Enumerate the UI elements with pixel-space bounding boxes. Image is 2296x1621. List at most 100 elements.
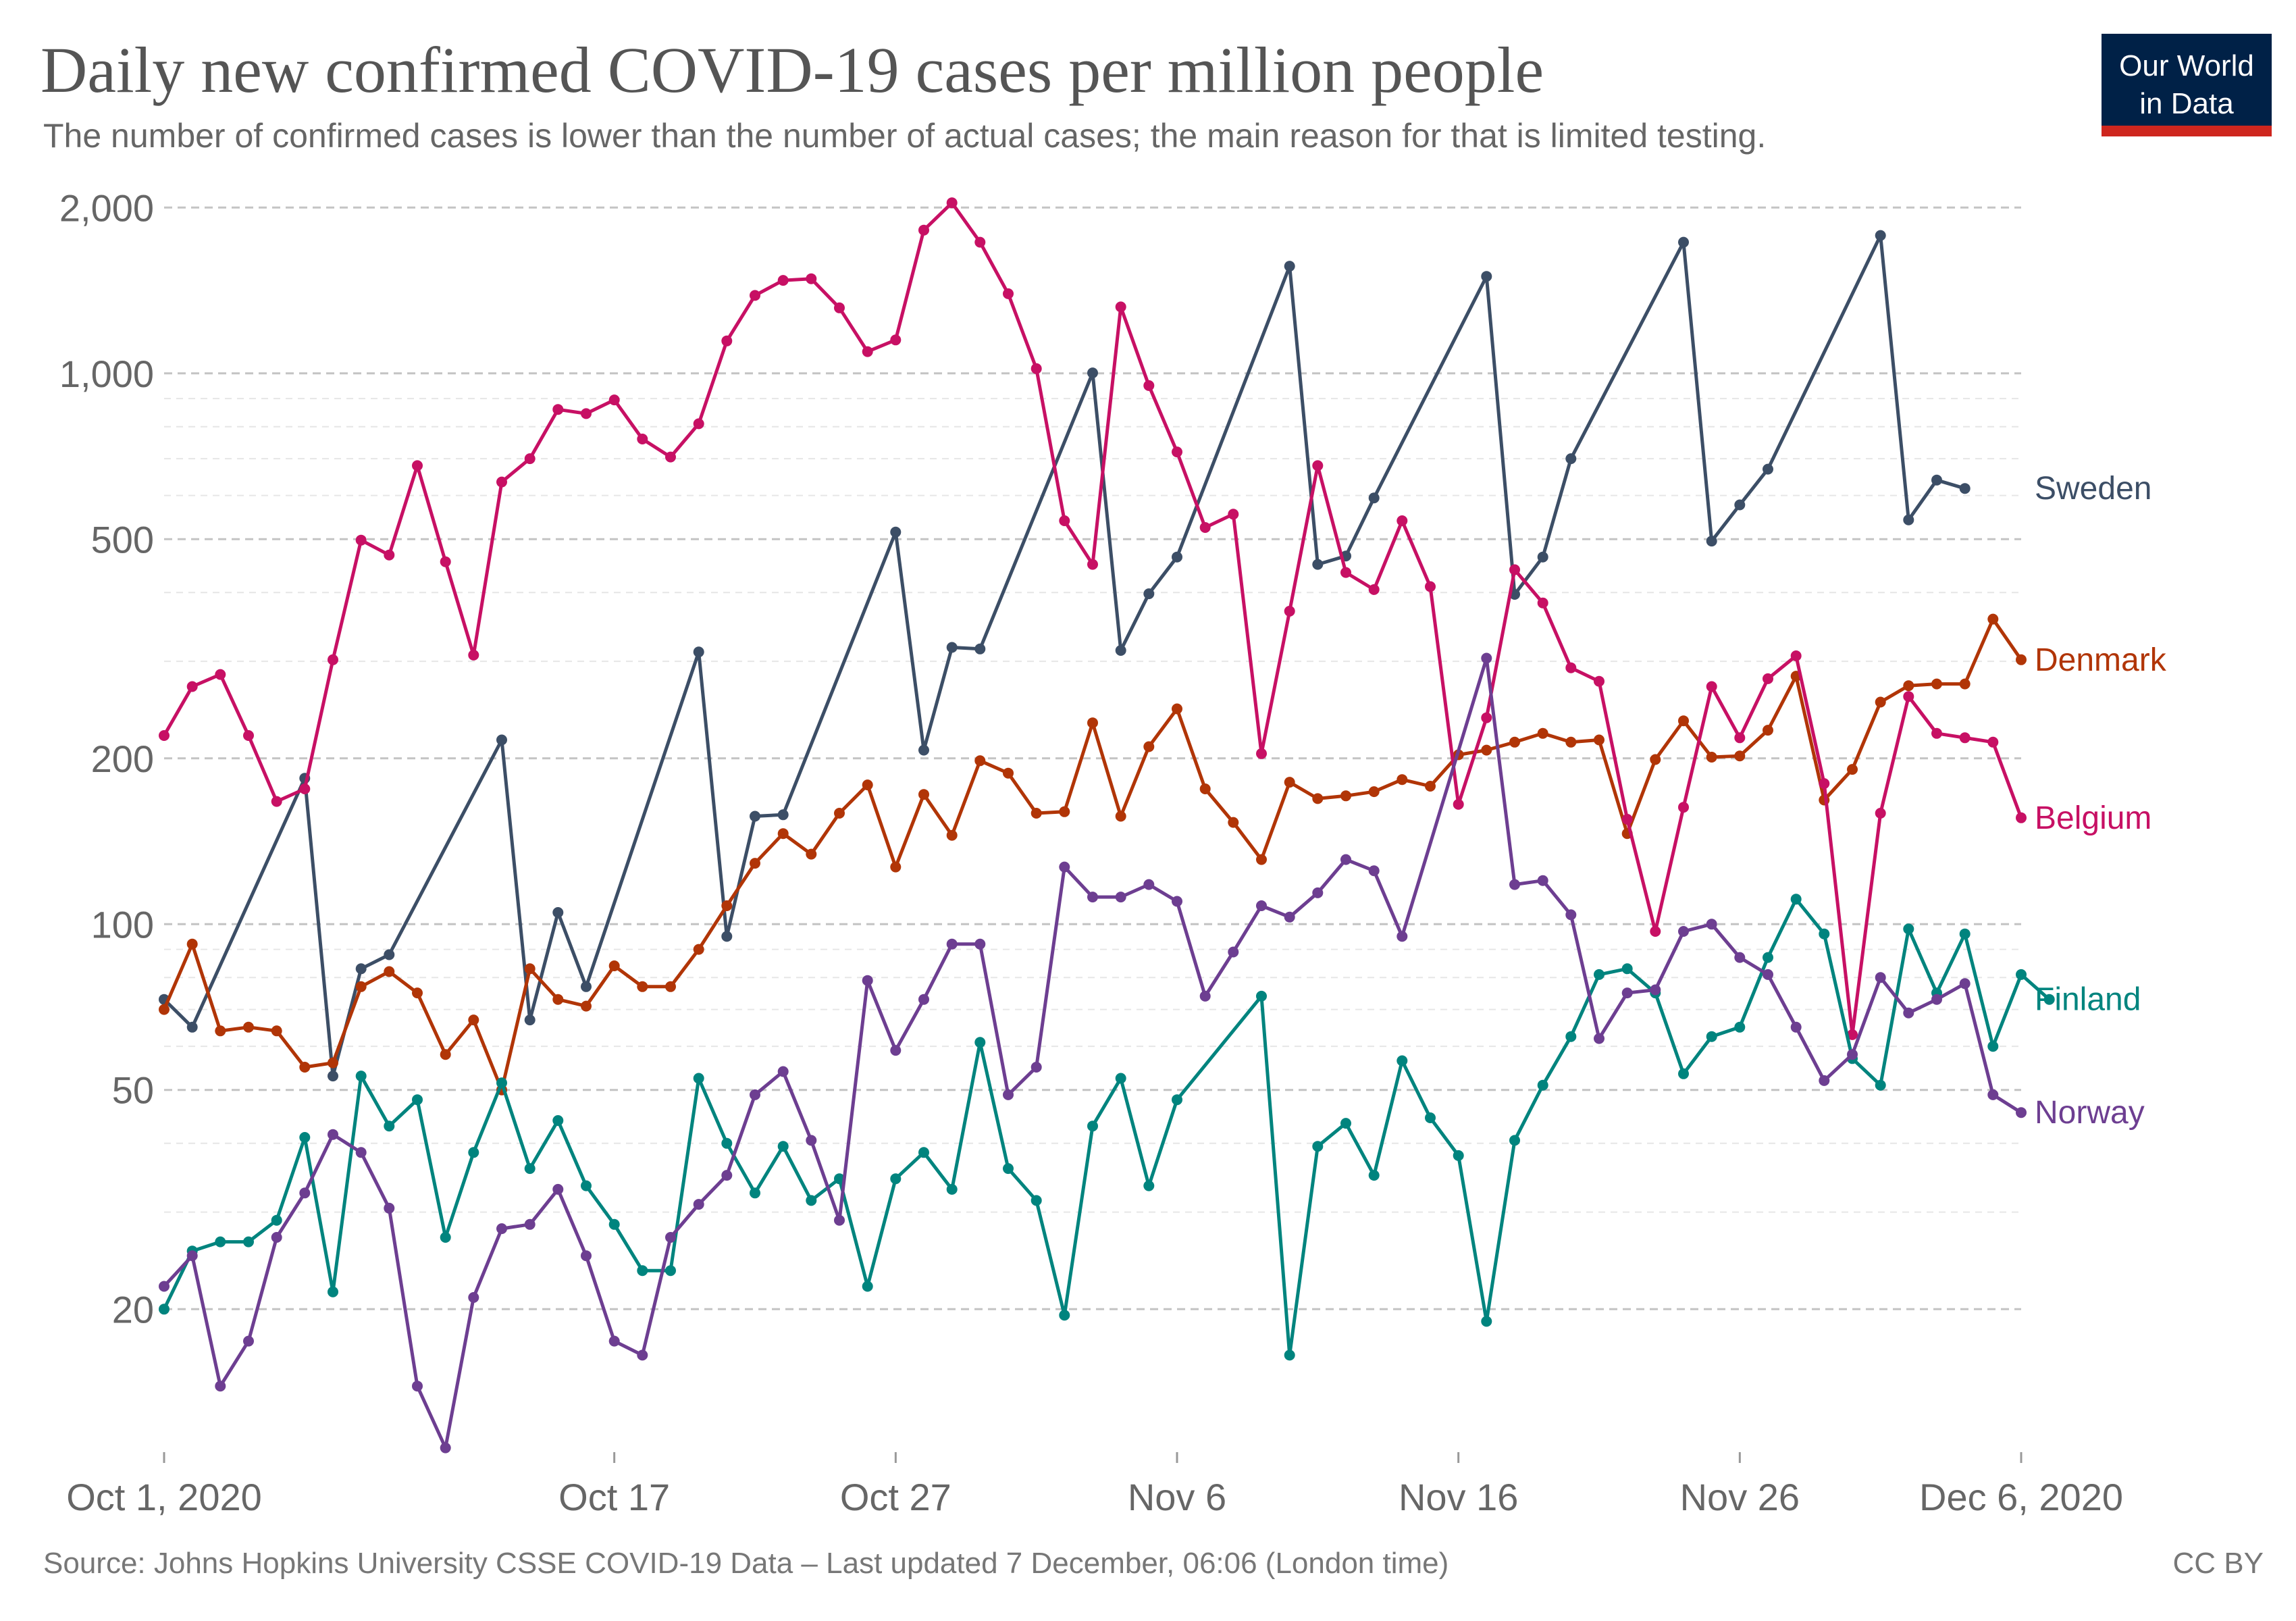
- belgium-point: [1875, 808, 1886, 819]
- norway-point: [834, 1214, 845, 1226]
- denmark-point: [1959, 678, 1971, 690]
- norway-point: [468, 1292, 479, 1303]
- denmark-point: [1931, 678, 1942, 690]
- source-note: Source: Johns Hopkins University CSSE CO…: [43, 1547, 1449, 1580]
- series-belgium: [159, 197, 2027, 1040]
- y-tick-label: 2,000: [59, 186, 154, 229]
- norway-point: [806, 1135, 817, 1146]
- finland-point: [834, 1173, 845, 1185]
- denmark-point: [1228, 817, 1239, 828]
- denmark-point: [159, 1004, 169, 1015]
- y-tick-label: 50: [112, 1069, 154, 1112]
- denmark-point: [1256, 854, 1267, 865]
- denmark-point: [1284, 777, 1295, 788]
- y-tick-label: 1,000: [59, 353, 154, 395]
- x-tick-label: Nov 26: [1680, 1476, 1800, 1518]
- finland-point: [1059, 1310, 1070, 1321]
- license-link[interactable]: CC BY: [2172, 1547, 2264, 1580]
- finland-point: [777, 1141, 789, 1152]
- denmark-point: [299, 1062, 311, 1073]
- label-norway: Norway: [2035, 1095, 2145, 1131]
- denmark-point: [271, 1025, 282, 1037]
- denmark-point: [1143, 741, 1155, 752]
- denmark-point: [412, 987, 423, 999]
- finland-point: [665, 1265, 676, 1277]
- belgium-point: [1453, 798, 1464, 810]
- chart-title: Daily new confirmed COVID-19 cases per m…: [41, 34, 1544, 106]
- norway-point: [1650, 984, 1661, 996]
- denmark-point: [1368, 786, 1380, 798]
- belgium-point: [665, 451, 676, 463]
- denmark-point: [468, 1014, 479, 1026]
- norway-point: [524, 1218, 536, 1230]
- norway-point: [1312, 887, 1324, 898]
- finland-point: [1284, 1349, 1295, 1361]
- denmark-point: [1565, 736, 1577, 748]
- owid-logo[interactable]: Our World in Data: [2102, 34, 2272, 136]
- norway-point: [1228, 946, 1239, 958]
- belgium-point: [1143, 380, 1155, 391]
- belgium-point: [355, 534, 367, 546]
- belgium-point: [1621, 814, 1633, 825]
- denmark-point: [1481, 744, 1492, 756]
- denmark-point: [1340, 790, 1351, 802]
- norway-point: [637, 1349, 648, 1361]
- finland-point: [243, 1236, 254, 1247]
- finland-point: [1565, 1031, 1577, 1042]
- norway-point: [581, 1250, 592, 1262]
- logo-line-1: Our World: [2119, 49, 2254, 82]
- finland-point: [1763, 952, 1773, 963]
- norway-point: [1481, 652, 1492, 664]
- sweden-point: [1312, 559, 1324, 570]
- finland-point: [1819, 928, 1830, 940]
- norway-point: [750, 1089, 760, 1100]
- finland-point: [215, 1236, 226, 1247]
- norway-point: [1678, 926, 1689, 937]
- belgium-point: [834, 302, 845, 313]
- finland-point: [1734, 1021, 1746, 1033]
- belgium-point: [750, 290, 760, 301]
- belgium-point: [1256, 748, 1267, 759]
- finland-point: [1115, 1073, 1126, 1084]
- belgium-point: [1537, 597, 1548, 609]
- belgium-point: [1172, 446, 1182, 458]
- sweden-point: [974, 643, 986, 654]
- denmark-point: [862, 779, 873, 791]
- belgium-point: [637, 434, 648, 444]
- belgium-point: [974, 236, 986, 248]
- finland-point: [355, 1071, 367, 1082]
- norway-point: [1059, 861, 1070, 873]
- denmark-point: [974, 755, 986, 767]
- label-finland: Finland: [2035, 982, 2141, 1018]
- norway-point: [1172, 896, 1182, 907]
- belgium-point: [2016, 812, 2027, 823]
- finland-point: [299, 1132, 311, 1143]
- chart-subtitle: The number of confirmed cases is lower t…: [43, 117, 1767, 155]
- denmark-point: [1172, 703, 1182, 715]
- denmark-point: [440, 1049, 451, 1060]
- norway-point: [1087, 892, 1098, 903]
- belgium-point: [1594, 675, 1604, 687]
- sweden-point: [384, 949, 395, 960]
- belgium-point: [1284, 605, 1295, 617]
- sweden-point: [1537, 551, 1548, 563]
- belgium-point: [1312, 460, 1324, 471]
- finland-point: [1256, 990, 1267, 1002]
- sweden-point: [1678, 236, 1689, 248]
- norway-point: [1734, 952, 1746, 963]
- denmark-point: [1087, 717, 1098, 729]
- denmark-point: [1763, 725, 1773, 736]
- belgium-point: [1790, 650, 1802, 661]
- finland-point: [468, 1147, 479, 1158]
- denmark-point: [1875, 696, 1886, 708]
- sweden-point: [693, 646, 704, 658]
- denmark-point: [608, 960, 620, 971]
- belgium-point: [806, 273, 817, 284]
- finland-point: [271, 1214, 282, 1226]
- norway-point: [1565, 909, 1577, 921]
- finland-point: [608, 1218, 620, 1230]
- series-sweden: [159, 230, 1971, 1082]
- norway-point: [412, 1381, 423, 1392]
- denmark-point: [665, 981, 676, 992]
